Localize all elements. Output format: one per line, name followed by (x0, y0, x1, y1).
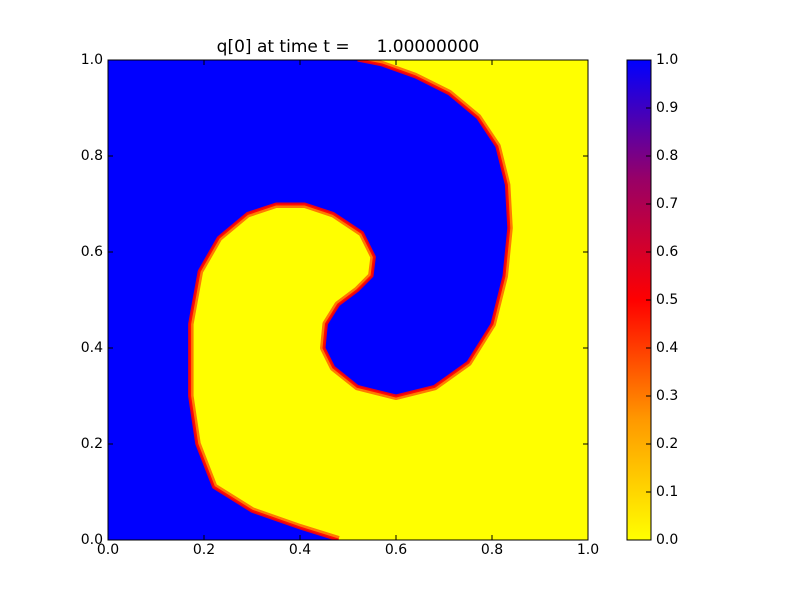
y-tick-label: 0.6 (81, 244, 103, 260)
plot-area (108, 60, 588, 540)
colorbar-tick-label: 0.9 (656, 100, 678, 116)
colorbar-tick-label: 0.0 (656, 532, 678, 548)
region-left (108, 60, 509, 540)
colorbar-tick-label: 0.5 (656, 292, 678, 308)
x-tick-label: 0.4 (289, 542, 311, 558)
colorbar-tick-label: 1.0 (656, 52, 678, 68)
y-tick-label: 0.0 (81, 532, 103, 548)
colorbar-tick-label: 0.4 (656, 340, 678, 356)
y-tick-label: 1.0 (81, 52, 103, 68)
y-tick-label: 0.4 (81, 340, 103, 356)
x-tick-label: 0.2 (193, 542, 215, 558)
chart-title: q[0] at time t = 1.00000000 (217, 37, 480, 57)
colorbar-tick-label: 0.1 (656, 484, 678, 500)
x-tick-label: 0.8 (481, 542, 503, 558)
axes-frame (107, 59, 589, 541)
x-tick-label: 0.0 (97, 542, 119, 558)
colorbar-tick-label: 0.6 (656, 244, 678, 260)
colorbar-tick-label: 0.2 (656, 436, 678, 452)
x-tick-label: 1.0 (577, 542, 599, 558)
interface (188, 60, 511, 540)
x-tick-label: 0.6 (385, 542, 407, 558)
colorbar-tick-label: 0.7 (656, 196, 678, 212)
y-tick-label: 0.2 (81, 436, 103, 452)
colorbar-tick-label: 0.3 (656, 388, 678, 404)
colorbar-tick-label: 0.8 (656, 148, 678, 164)
y-tick-label: 0.8 (81, 148, 103, 164)
